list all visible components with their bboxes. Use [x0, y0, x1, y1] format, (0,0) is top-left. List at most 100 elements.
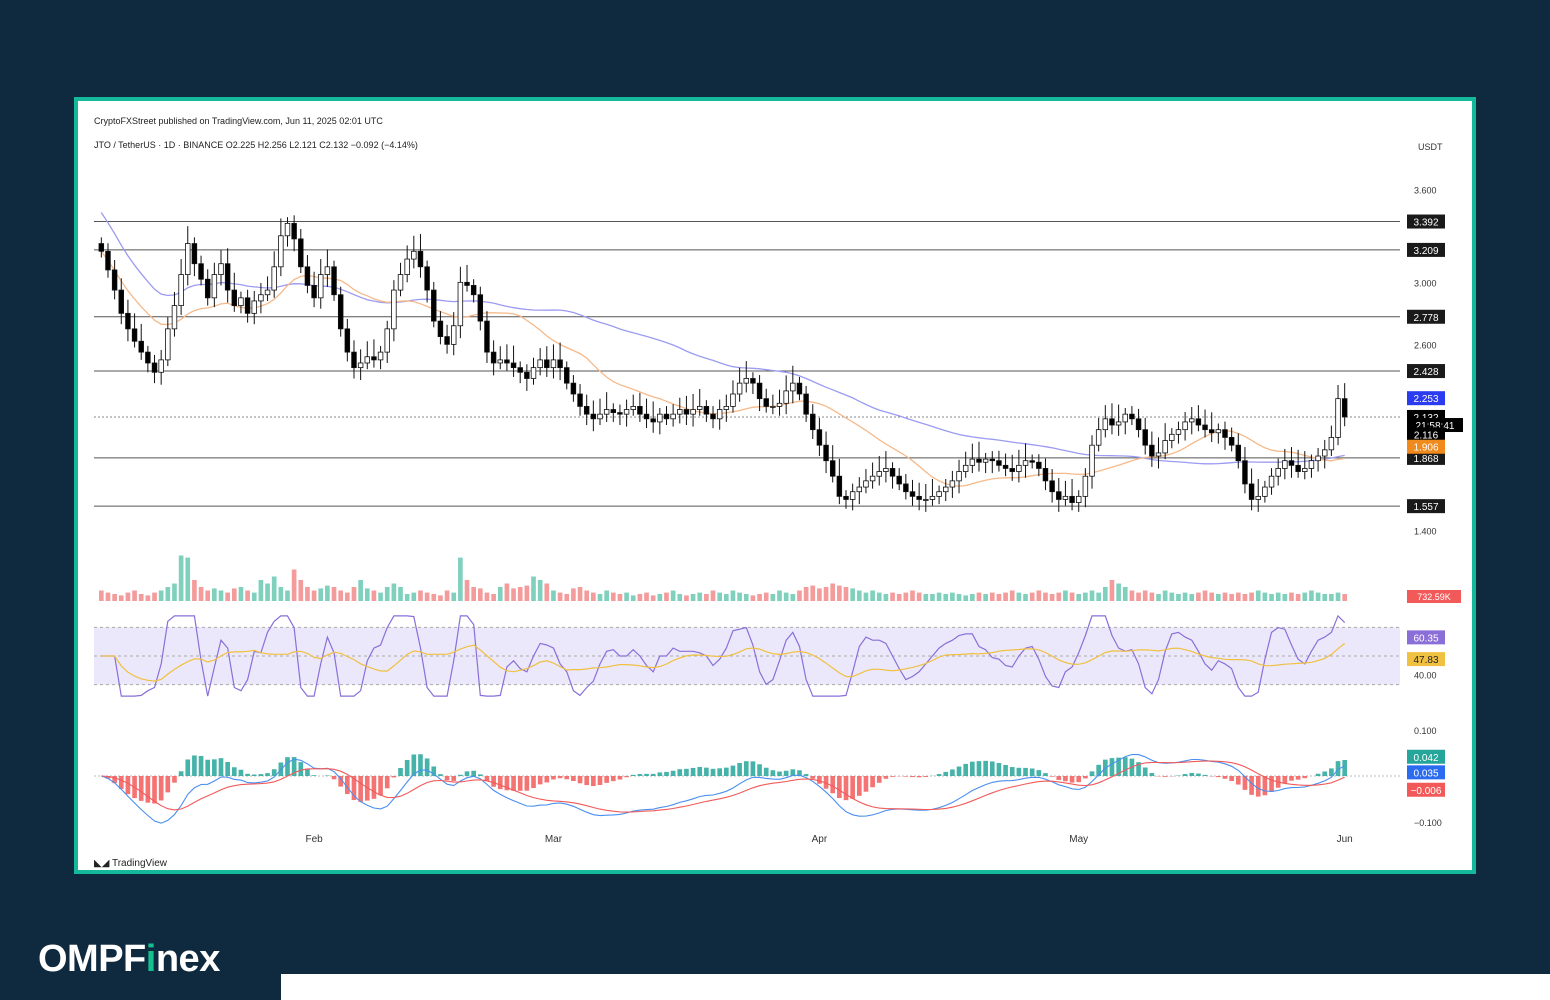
- candle-body: [125, 312, 131, 330]
- candle-body: [158, 359, 164, 373]
- macd-hist-bar: [617, 776, 623, 780]
- currency-label: USDT: [1418, 142, 1443, 152]
- volume-bar: [577, 587, 583, 601]
- volume-bar: [524, 585, 530, 601]
- macd-hist-bar: [165, 776, 171, 793]
- macd-hist-bar: [305, 768, 310, 776]
- macd-hist-bar: [185, 759, 191, 776]
- volume-bar: [1109, 580, 1115, 601]
- candle-body: [1049, 480, 1055, 493]
- price-badge-label: 1.906: [1413, 443, 1438, 454]
- candle-body: [1062, 495, 1069, 500]
- candle-body: [697, 406, 703, 410]
- volume-bar: [185, 557, 191, 601]
- volume-bar: [996, 594, 1002, 601]
- volume-bar: [464, 580, 470, 601]
- volume-bar: [1255, 590, 1261, 601]
- macd-hist-bar: [444, 776, 450, 781]
- candle-body: [544, 359, 550, 369]
- macd-hist-bar: [371, 776, 377, 799]
- volume-bar: [358, 580, 363, 601]
- volume-bar: [936, 592, 942, 601]
- brand-end: nex: [155, 938, 220, 980]
- volume-bar: [531, 576, 536, 601]
- volume-bar: [664, 592, 669, 601]
- macd-hist-bar: [291, 757, 297, 776]
- volume-bar: [431, 594, 437, 601]
- volume-bar: [963, 595, 969, 601]
- candle-body: [770, 406, 776, 408]
- macd-hist-bar: [531, 776, 536, 789]
- candle-body: [404, 258, 410, 275]
- volume-bar: [1282, 594, 1288, 601]
- macd-hist-bar: [783, 770, 789, 776]
- volume-bar: [876, 592, 882, 601]
- candle-body: [1095, 429, 1102, 446]
- macd-hist-bar: [1269, 776, 1274, 792]
- candle-body: [224, 263, 231, 291]
- candle-body: [457, 281, 464, 327]
- volume-bar: [930, 594, 935, 601]
- level-badge: [1407, 450, 1445, 465]
- volume-bar: [398, 587, 403, 601]
- macd-hist-bar: [477, 774, 483, 776]
- candle-body: [670, 413, 676, 420]
- macd-hist-bar: [677, 769, 683, 776]
- macd-hist-bar: [105, 776, 111, 779]
- volume-bar: [903, 592, 909, 601]
- macd-hist-bar: [524, 776, 530, 791]
- volume-bar: [491, 594, 496, 601]
- macd-hist-bar: [797, 770, 802, 776]
- level-badge: [1407, 499, 1445, 514]
- volume-bar: [564, 594, 570, 601]
- volume-bar: [843, 587, 849, 601]
- candle-body: [849, 491, 856, 500]
- candle-body: [291, 222, 297, 240]
- volume-bar: [610, 592, 616, 601]
- candle-body: [311, 285, 317, 299]
- candle-body: [477, 294, 484, 322]
- macd-hist-bar: [989, 761, 995, 776]
- candle-body: [630, 406, 636, 410]
- macd-hist-bar: [125, 776, 131, 795]
- candle-body: [982, 458, 989, 463]
- candle-body: [231, 289, 238, 306]
- volume-bar: [730, 590, 736, 601]
- macd-hist-bar: [404, 760, 410, 776]
- volume-bar: [118, 595, 124, 601]
- volume-bar: [517, 587, 523, 601]
- volume-bar: [132, 590, 137, 601]
- volume-bar: [830, 583, 836, 601]
- candle-body: [936, 491, 942, 497]
- volume-bar: [823, 587, 829, 601]
- macd-hist-bar: [837, 776, 842, 799]
- volume-bar: [677, 594, 683, 601]
- macd-hist-bar: [138, 776, 144, 801]
- volume-bar: [870, 590, 875, 601]
- macd-hist-bar: [345, 776, 350, 795]
- macd-hist-bar: [830, 776, 836, 794]
- volume-bar: [557, 592, 563, 601]
- macd-hist-bar: [1029, 768, 1035, 776]
- volume-bar: [212, 588, 217, 601]
- macd-hist-bar: [737, 763, 742, 776]
- macd-hist-bar: [358, 776, 363, 802]
- volume-bar: [790, 594, 796, 601]
- candle-body: [1129, 413, 1135, 420]
- candle-body: [211, 274, 218, 299]
- symbol-info[interactable]: JTO / TetherUS · 1D · BINANCE O2.225 H2.…: [94, 140, 418, 150]
- volume-bar: [1016, 592, 1022, 601]
- volume-bar: [783, 592, 789, 601]
- macd-hist-bar: [325, 775, 330, 776]
- candle-body: [251, 300, 257, 314]
- volume-bar: [178, 555, 184, 601]
- volume-bar: [438, 595, 443, 601]
- candle-body: [969, 458, 976, 466]
- candle-body: [517, 367, 523, 373]
- volume-bar: [1036, 590, 1042, 601]
- macd-hist-bar: [258, 774, 264, 776]
- candle-body: [923, 499, 929, 501]
- macd-hist-bar: [218, 758, 224, 776]
- candle-body: [843, 495, 849, 500]
- macd-hist-bar: [610, 776, 616, 782]
